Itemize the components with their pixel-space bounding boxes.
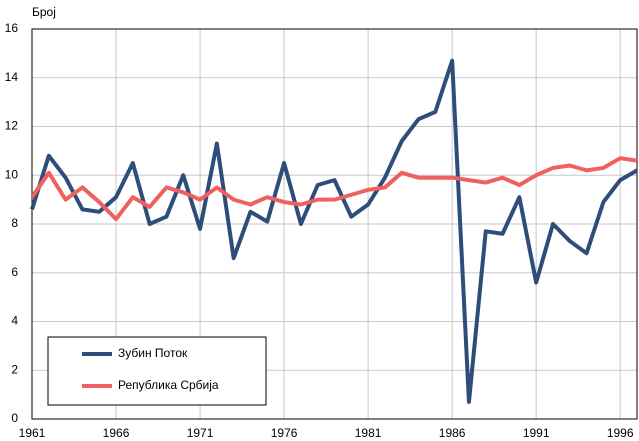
x-tick-label: 1961 [19,426,46,440]
data-line [30,58,639,404]
y-tick-label: 16 [5,21,19,35]
x-tick-label: 1981 [355,426,382,440]
legend-label: Република Србија [118,378,219,392]
y-tick-label: 0 [11,411,18,425]
x-tick-label: 1986 [439,426,466,440]
y-tick-label: 8 [11,216,18,230]
legend [47,336,267,406]
data-line [30,156,638,222]
plot-border [31,28,638,420]
y-tick-label: 12 [5,119,19,133]
legend-label: Зубин Поток [118,346,188,360]
x-tick-label: 1976 [271,426,298,440]
x-tick-label: 1971 [187,426,214,440]
y-tick-label: 4 [11,314,18,328]
y-tick-label: 14 [5,70,19,84]
y-tick-label: 6 [11,265,18,279]
x-tick-label: 1991 [523,426,550,440]
x-tick-label: 1996 [607,426,634,440]
y-tick-label: 10 [5,167,19,181]
y-axis-label: Број [32,5,56,19]
y-tick-label: 2 [11,362,18,376]
x-tick-label: 1966 [103,426,130,440]
